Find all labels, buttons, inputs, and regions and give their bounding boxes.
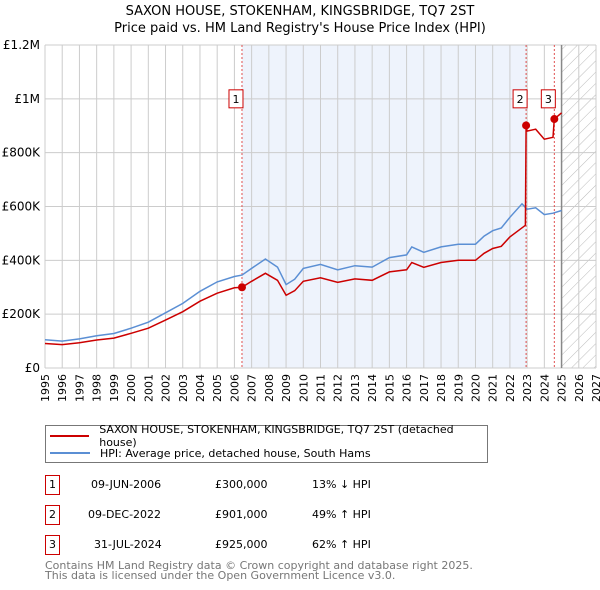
x-tick-label: 2002 [160,374,173,402]
x-tick-label: 1998 [91,374,104,402]
x-tick-label: 2004 [194,374,207,402]
x-tick-label: 2008 [263,374,276,402]
x-tick-label: 2006 [228,374,241,402]
y-tick-label: £1M [14,92,40,106]
x-tick-label: 2017 [418,374,431,402]
transaction-price: £300,000 [215,478,268,491]
footer-copyright: Contains HM Land Registry data © Crown c… [45,559,473,572]
transaction-row: 3 31-JUL-2024 £925,000 62% ↑ HPI [45,535,445,555]
x-tick-label: 2009 [280,374,293,402]
transaction-hpi: 49% ↑ HPI [312,508,371,521]
transaction-date: 09-JUN-2006 [91,478,162,491]
sale-label: 1 [232,93,239,106]
x-tick-label: 2020 [469,374,482,402]
x-tick-label: 2021 [487,374,500,402]
sale-point [522,121,531,130]
sale-point [237,283,246,292]
x-tick-label: 2011 [315,374,328,402]
sale-label: 2 [517,93,524,106]
legend-blue-line [50,452,90,454]
legend-hpi: HPI: Average price, detached house, Sout… [100,446,371,460]
transaction-marker: 1 [45,475,60,495]
x-tick-label: 2012 [332,374,345,402]
x-tick-label: 2024 [538,374,551,402]
sale-label: 3 [545,93,552,106]
transaction-marker: 3 [45,535,60,555]
transaction-hpi: 62% ↑ HPI [312,538,371,551]
transaction-row: 1 09-JUN-2006 £300,000 13% ↓ HPI [45,475,445,495]
hpi-series-line [44,202,562,342]
y-tick-label: £1.2M [3,38,40,52]
transaction-marker: 2 [45,505,60,525]
y-tick-label: £200K [2,307,42,321]
x-tick-label: 2010 [297,374,310,402]
x-tick-label: 2005 [211,374,224,402]
transaction-row: 2 09-DEC-2022 £901,000 49% ↑ HPI [45,505,445,525]
x-tick-label: 2001 [142,374,155,402]
y-tick-label: £0 [25,361,40,375]
x-tick-label: 1997 [73,374,86,402]
x-tick-label: 2007 [246,374,259,402]
y-tick-label: £400K [2,253,42,267]
transaction-price: £925,000 [215,538,268,551]
price-chart: 1995 1996 1997 1998 1999 2000 2001 2002 2003 2004… [2,38,600,402]
x-tick-label: 1995 [39,374,52,402]
footer-licence: This data is licensed under the Open Gov… [45,569,396,582]
y-tick-label: £800K [2,146,42,160]
x-tick-label: 2026 [573,374,586,402]
transaction-date: 31-JUL-2024 [94,538,162,551]
x-tick-label: 1999 [108,374,121,402]
transaction-date: 09-DEC-2022 [88,508,162,521]
y-tick-label: £600K [2,200,42,214]
sale-label-box [228,89,244,109]
x-tick-label: 2019 [452,374,465,402]
x-tick-label: 2023 [521,374,534,402]
x-tick-label: 1996 [56,374,69,402]
transaction-hpi: 13% ↓ HPI [312,478,371,491]
x-tick-label: 2013 [349,374,362,402]
sale-point [550,115,559,124]
x-tick-label: 2027 [590,374,600,402]
chart-title: SAXON HOUSE, STOKENHAM, KINGSBRIDGE, TQ7… [125,4,475,19]
x-tick-label: 2018 [435,374,448,402]
legend-red-line [50,435,90,437]
chart-subtitle: Price paid vs. HM Land Registry's House … [114,21,486,36]
property-series-line [44,112,563,346]
x-tick-label: 2022 [504,374,517,402]
x-tick-label: 2000 [125,374,138,402]
sale-label-box [540,89,556,109]
legend-property: SAXON HOUSE, STOKENHAM, KINGSBRIDGE, TQ7… [99,423,454,449]
sale-label-box [512,89,528,109]
x-tick-label: 2003 [177,374,190,402]
legend: SAXON HOUSE, STOKENHAM, KINGSBRIDGE, TQ7… [45,423,488,463]
x-tick-label: 2025 [556,374,569,402]
x-tick-label: 2015 [383,374,396,402]
x-tick-label: 2016 [401,374,414,402]
x-tick-label: 2014 [366,374,379,402]
transaction-price: £901,000 [215,508,268,521]
